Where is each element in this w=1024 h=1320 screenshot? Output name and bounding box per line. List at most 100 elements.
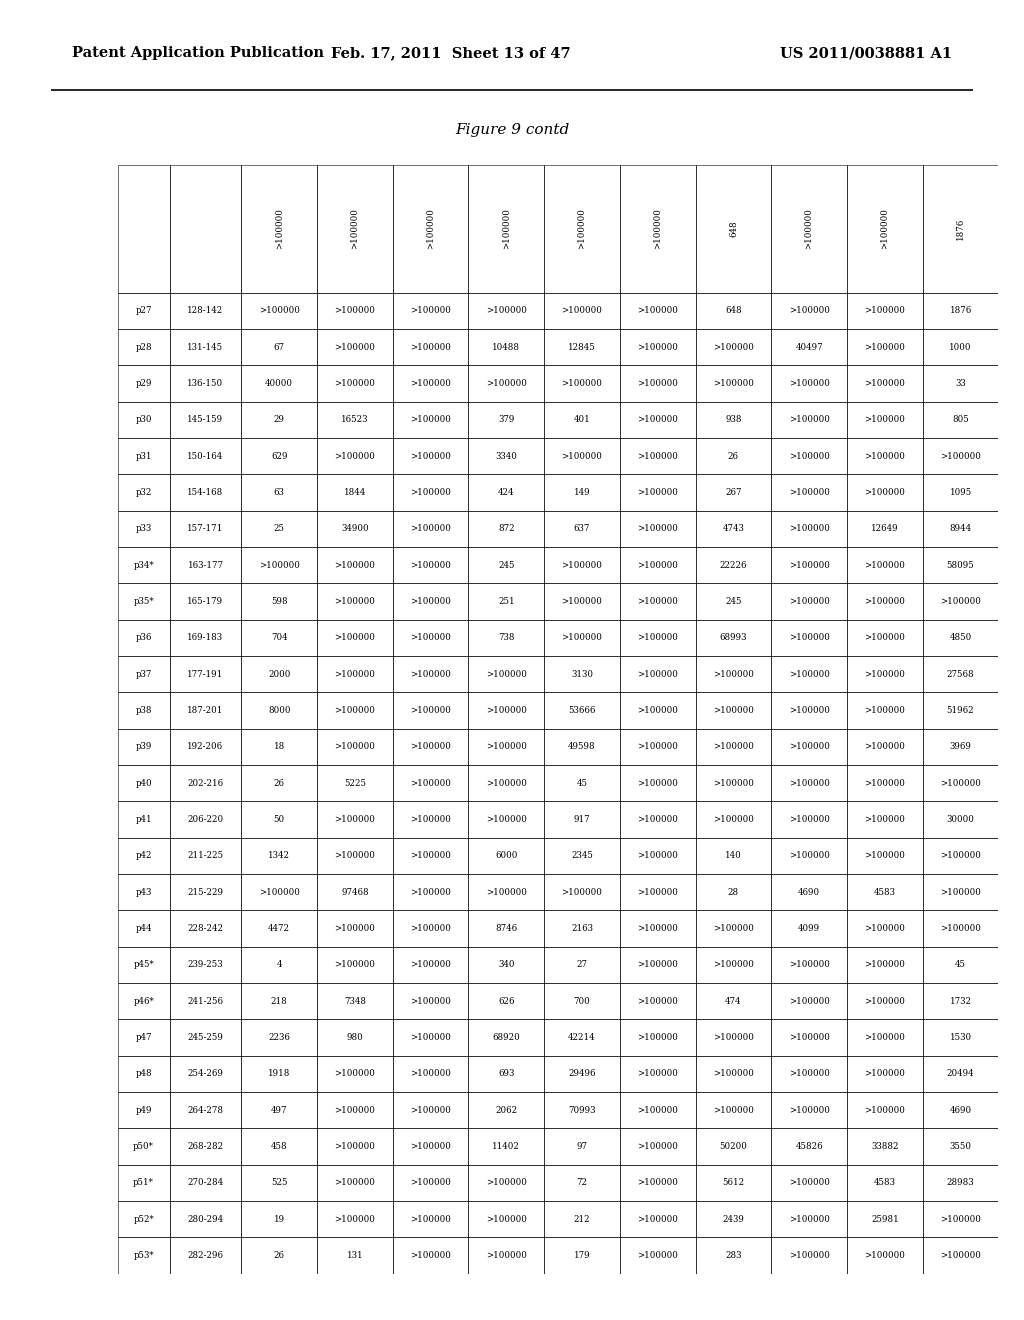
Text: 28: 28 xyxy=(728,887,739,896)
Text: 187-201: 187-201 xyxy=(187,706,223,715)
Bar xyxy=(847,1019,923,1056)
Bar xyxy=(620,1092,695,1129)
Text: 424: 424 xyxy=(498,488,514,496)
Text: 136-150: 136-150 xyxy=(187,379,223,388)
Bar xyxy=(468,401,544,438)
Bar xyxy=(847,165,923,293)
Text: >100000: >100000 xyxy=(335,597,375,606)
Text: >100000: >100000 xyxy=(502,209,511,249)
Bar xyxy=(771,766,847,801)
Bar xyxy=(544,1019,620,1056)
Text: >100000: >100000 xyxy=(864,1034,905,1041)
Text: >100000: >100000 xyxy=(881,209,889,249)
Bar xyxy=(771,729,847,766)
Bar xyxy=(170,401,242,438)
Text: 637: 637 xyxy=(573,524,590,533)
Bar xyxy=(771,511,847,546)
Text: >100000: >100000 xyxy=(637,742,678,751)
Text: 42214: 42214 xyxy=(568,1034,596,1041)
Bar xyxy=(544,619,620,656)
Text: 20494: 20494 xyxy=(947,1069,975,1078)
Text: >100000: >100000 xyxy=(788,451,829,461)
Bar xyxy=(468,165,544,293)
Text: 140: 140 xyxy=(725,851,741,861)
Bar xyxy=(170,692,242,729)
Text: >100000: >100000 xyxy=(411,779,451,788)
Text: >100000: >100000 xyxy=(940,851,981,861)
Bar xyxy=(393,583,468,619)
Text: Figure 9 contd: Figure 9 contd xyxy=(455,123,569,137)
Bar xyxy=(242,1019,317,1056)
Text: 268-282: 268-282 xyxy=(187,1142,223,1151)
Bar xyxy=(544,983,620,1019)
Text: 270-284: 270-284 xyxy=(187,1179,223,1188)
Text: 40000: 40000 xyxy=(265,379,293,388)
Bar xyxy=(544,801,620,838)
Text: 458: 458 xyxy=(270,1142,288,1151)
Text: 239-253: 239-253 xyxy=(187,961,223,969)
Bar xyxy=(620,801,695,838)
Text: >100000: >100000 xyxy=(411,306,451,315)
Bar xyxy=(468,766,544,801)
Text: >100000: >100000 xyxy=(485,1214,526,1224)
Bar xyxy=(923,583,998,619)
Text: >100000: >100000 xyxy=(485,669,526,678)
Text: 700: 700 xyxy=(573,997,591,1006)
Bar xyxy=(468,1237,544,1274)
Text: 29: 29 xyxy=(273,416,285,424)
Text: 245: 245 xyxy=(498,561,514,570)
Bar xyxy=(544,165,620,293)
Bar xyxy=(544,1164,620,1201)
Bar xyxy=(771,438,847,474)
Bar xyxy=(695,1164,771,1201)
Text: >100000: >100000 xyxy=(940,779,981,788)
Bar xyxy=(847,329,923,366)
Text: >100000: >100000 xyxy=(561,634,602,643)
Bar xyxy=(393,165,468,293)
Bar xyxy=(468,293,544,329)
Bar xyxy=(923,401,998,438)
Bar xyxy=(544,729,620,766)
Bar xyxy=(847,1164,923,1201)
Bar xyxy=(923,1056,998,1092)
Text: 26: 26 xyxy=(273,779,285,788)
Text: >100000: >100000 xyxy=(864,1069,905,1078)
Text: 738: 738 xyxy=(498,634,514,643)
Text: 154-168: 154-168 xyxy=(187,488,223,496)
Text: >100000: >100000 xyxy=(350,209,359,249)
Bar xyxy=(468,874,544,911)
Text: p28: p28 xyxy=(135,342,152,351)
Bar xyxy=(317,165,393,293)
Bar xyxy=(544,1129,620,1164)
Bar xyxy=(242,619,317,656)
Text: >100000: >100000 xyxy=(411,924,451,933)
Text: 177-191: 177-191 xyxy=(187,669,223,678)
Bar xyxy=(242,1164,317,1201)
Text: p50*: p50* xyxy=(133,1142,154,1151)
Bar xyxy=(620,946,695,983)
Text: >100000: >100000 xyxy=(637,306,678,315)
Text: 8746: 8746 xyxy=(496,924,517,933)
Bar xyxy=(118,656,170,692)
Bar xyxy=(923,874,998,911)
Text: >100000: >100000 xyxy=(411,634,451,643)
Bar xyxy=(544,656,620,692)
Text: >100000: >100000 xyxy=(864,561,905,570)
Bar xyxy=(118,692,170,729)
Bar xyxy=(771,692,847,729)
Text: >100000: >100000 xyxy=(411,524,451,533)
Bar xyxy=(620,838,695,874)
Bar xyxy=(923,438,998,474)
Text: >100000: >100000 xyxy=(713,1069,754,1078)
Text: 27: 27 xyxy=(577,961,588,969)
Bar xyxy=(468,1129,544,1164)
Text: >100000: >100000 xyxy=(637,597,678,606)
Text: >100000: >100000 xyxy=(335,306,375,315)
Bar xyxy=(468,1056,544,1092)
Text: >100000: >100000 xyxy=(578,209,587,249)
Bar xyxy=(847,619,923,656)
Bar xyxy=(170,474,242,511)
Text: 3340: 3340 xyxy=(496,451,517,461)
Text: 192-206: 192-206 xyxy=(187,742,223,751)
Bar xyxy=(317,366,393,401)
